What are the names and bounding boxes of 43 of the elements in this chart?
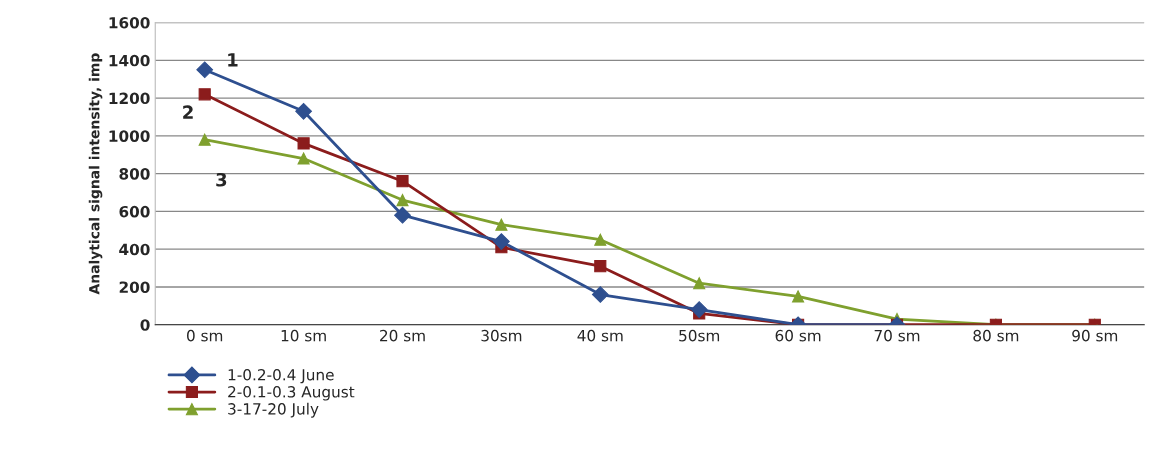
x-tick-label: 0 sm — [187, 329, 223, 342]
x-tick-label: 90 sm — [1072, 329, 1118, 342]
point — [295, 102, 312, 120]
y-tick-label: 1600 — [109, 17, 150, 29]
x-tick-label: 10 sm — [281, 329, 326, 342]
point — [297, 137, 310, 150]
point — [594, 233, 607, 246]
x-tick-label: 70 sm — [874, 329, 920, 342]
point — [594, 260, 607, 273]
x-tick-label: 60 sm — [775, 329, 821, 342]
annotation: 1 — [228, 53, 238, 67]
y-tick-label: 600 — [119, 205, 150, 218]
annotation: 3 — [216, 172, 227, 187]
point — [493, 233, 510, 250]
y-tick-label: 800 — [119, 168, 150, 180]
point — [198, 88, 211, 101]
legend-label: 3-17-20 July — [228, 402, 319, 418]
legend-label: 1-0.2-0.4 June — [228, 368, 334, 384]
point — [693, 277, 706, 290]
annotation: 2 — [183, 105, 193, 119]
point — [690, 301, 708, 318]
point — [394, 206, 411, 224]
point — [198, 133, 211, 146]
y-tick-label: 1000 — [109, 130, 150, 142]
point — [495, 218, 508, 231]
y-axis-title: Analytical signal intensity, imp — [88, 53, 103, 295]
point — [591, 286, 609, 303]
point — [196, 61, 214, 79]
y-tick-label: 400 — [119, 243, 150, 256]
x-tick-label: 50sm — [679, 329, 720, 342]
point — [297, 152, 310, 165]
x-tick-label: 80 sm — [973, 329, 1019, 342]
y-tick-label: 200 — [119, 281, 150, 293]
y-tick-label: 1400 — [109, 54, 150, 67]
x-tick-label: 40 sm — [577, 329, 623, 342]
legend-label: 2-0.1-0.3 August — [228, 386, 355, 401]
point — [792, 290, 805, 303]
point — [396, 175, 409, 188]
point — [396, 194, 409, 207]
x-tick-label: 30sm — [481, 329, 522, 342]
y-tick-label: 1200 — [109, 92, 150, 105]
x-tick-label: 20 sm — [380, 329, 425, 342]
y-tick-label: 0 — [140, 319, 150, 331]
